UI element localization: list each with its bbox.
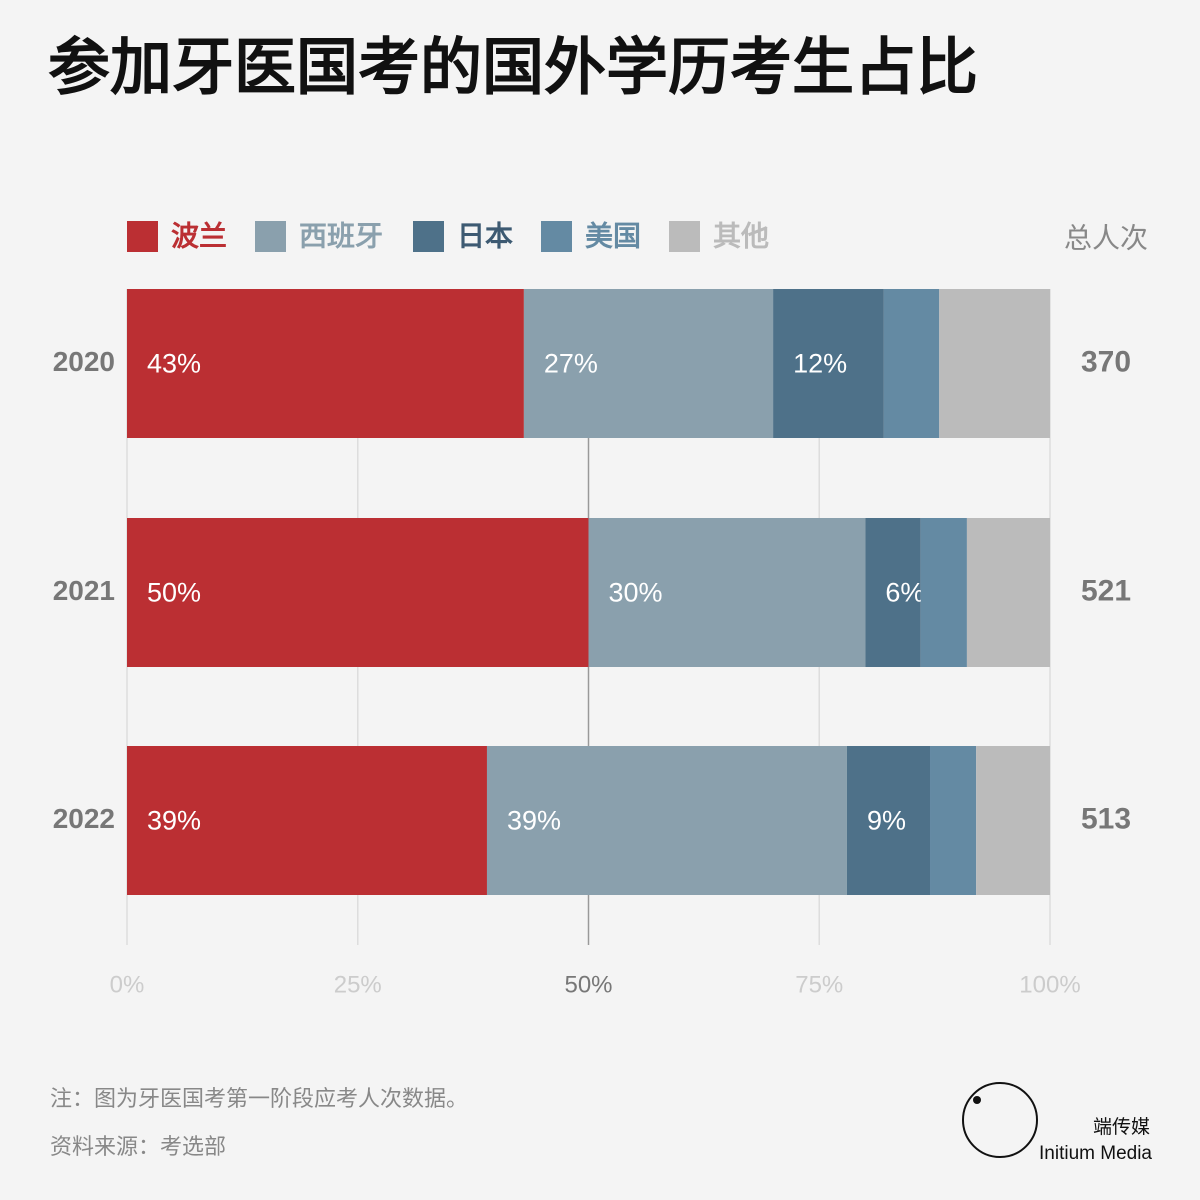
y-tick-label: 2020	[53, 346, 115, 377]
bar-segment	[523, 289, 774, 438]
legend-swatch	[541, 221, 572, 252]
bar-segment	[865, 518, 921, 667]
data-label: 50%	[147, 578, 201, 608]
x-tick-label: 75%	[795, 971, 843, 998]
legend-label: 波兰	[171, 220, 227, 251]
bar-segment	[966, 518, 1050, 667]
legend-label: 日本	[457, 220, 513, 251]
bar-segment	[883, 289, 940, 438]
bar-segment	[127, 746, 487, 895]
bar-segment	[588, 518, 866, 667]
x-tick-label: 25%	[334, 971, 382, 998]
legend-label: 其他	[713, 220, 769, 251]
data-label: 12%	[793, 349, 847, 379]
source: 资料来源：考选部	[50, 1134, 226, 1159]
total-label: 521	[1081, 574, 1131, 607]
logo-dot	[973, 1096, 981, 1104]
data-label: 43%	[147, 349, 201, 379]
total-label: 513	[1081, 802, 1131, 835]
legend-label: 西班牙	[299, 220, 383, 251]
logo	[962, 1082, 1038, 1158]
data-label: 30%	[609, 578, 663, 608]
bar-segment	[976, 746, 1050, 895]
legend-swatch	[127, 221, 158, 252]
data-label: 39%	[507, 806, 561, 836]
x-tick-label: 100%	[1019, 971, 1080, 998]
data-label: 27%	[544, 349, 598, 379]
legend-label: 美国	[585, 220, 641, 251]
bar-segment	[846, 746, 931, 895]
y-tick-label: 2022	[53, 803, 115, 834]
x-tick-label: 50%	[564, 971, 612, 998]
bar-segment	[486, 746, 847, 895]
legend-swatch	[255, 221, 286, 252]
bar-segment	[127, 289, 524, 438]
legend-swatch	[669, 221, 700, 252]
bar-segment	[773, 289, 884, 438]
data-label: 6%	[885, 578, 924, 608]
chart-title: 参加牙医国考的国外学历考生占比	[48, 33, 978, 102]
bar-segment	[930, 746, 977, 895]
legend-swatch	[413, 221, 444, 252]
brand-en: Initium Media	[1039, 1143, 1152, 1164]
note: 注：图为牙医国考第一阶段应考人次数据。	[50, 1086, 468, 1111]
brand-cn: 端传媒	[1093, 1116, 1150, 1138]
totals-header: 总人次	[1064, 222, 1148, 253]
total-label: 370	[1081, 345, 1131, 378]
bar-segment	[939, 289, 1050, 438]
data-label: 9%	[867, 806, 906, 836]
data-label: 39%	[147, 806, 201, 836]
bar-segment	[920, 518, 967, 667]
x-tick-label: 0%	[110, 971, 145, 998]
y-tick-label: 2021	[53, 575, 115, 606]
bar-segment	[127, 518, 589, 667]
